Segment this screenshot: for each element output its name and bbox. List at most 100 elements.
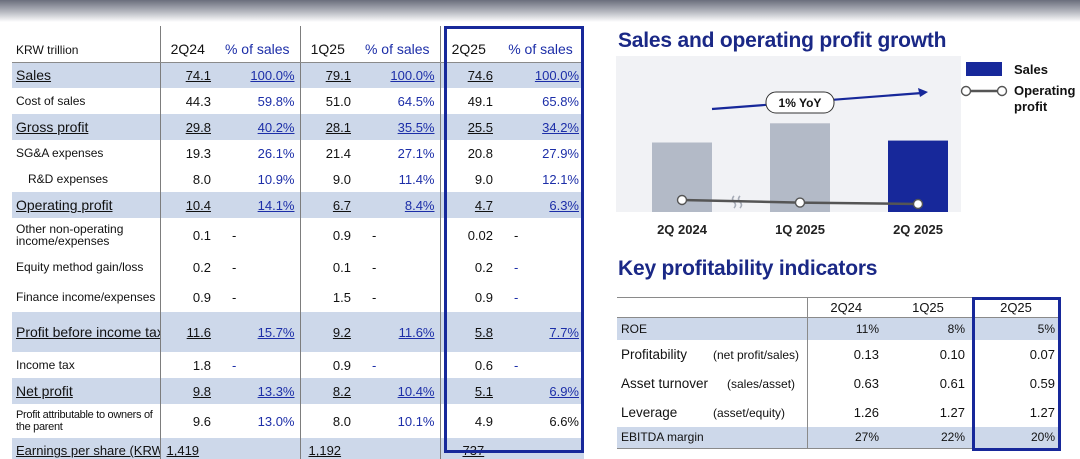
kpi-cell: 0.13 bbox=[853, 346, 879, 362]
cell: 5.8 bbox=[439, 312, 498, 352]
cell: 0.2 bbox=[192, 259, 211, 275]
kpi-row: EBITDA margin 27% 22% 20% bbox=[617, 426, 1061, 449]
kpi-cell: 5% bbox=[971, 317, 1061, 340]
cell: - bbox=[514, 289, 519, 305]
cell: - bbox=[232, 259, 237, 275]
op-line-segment bbox=[799, 201, 919, 206]
cell: 6.7 bbox=[299, 192, 356, 218]
cell: 1,419 bbox=[160, 438, 216, 459]
kpi-cell: 1.27 bbox=[939, 404, 965, 420]
kpi-row: Asset turnover (sales/asset) 0.63 0.61 0.… bbox=[617, 368, 1061, 398]
legend-sales-swatch bbox=[966, 62, 1002, 76]
kpi-label-cell: Leverage (asset/equity) bbox=[617, 397, 808, 427]
cell: - bbox=[232, 357, 237, 373]
cell: 13.3% bbox=[216, 378, 300, 404]
kpi-cell: 20% bbox=[971, 426, 1061, 449]
cell bbox=[356, 438, 440, 459]
kpi-row: Leverage (asset/equity) 1.26 1.27 1.27 bbox=[617, 397, 1061, 427]
table-row: Operating profit 10.4 14.1% 6.7 8.4% 4.7… bbox=[12, 192, 584, 218]
cell: 0.1 bbox=[192, 227, 211, 243]
cell: 49.1 bbox=[439, 88, 498, 114]
op-point bbox=[912, 198, 924, 210]
table-row: Profit attributable to owners of the par… bbox=[12, 404, 584, 438]
row-label: Finance income/expenses bbox=[12, 282, 161, 312]
cell: 11.6 bbox=[160, 312, 216, 352]
cell: 5.1 bbox=[439, 378, 498, 404]
row-label: Operating profit bbox=[12, 192, 161, 218]
kpi-label: EBITDA margin bbox=[617, 426, 808, 449]
cell: 0.9 bbox=[192, 289, 211, 305]
kpi-cell: 0.59 bbox=[1029, 375, 1055, 391]
cell: 20.8 bbox=[439, 140, 498, 166]
cell: 100.0% bbox=[356, 62, 440, 88]
sales-bar bbox=[770, 123, 830, 212]
cell: 0.9 bbox=[439, 282, 498, 312]
cell: 8.0 bbox=[299, 404, 356, 438]
cell: 27.1% bbox=[397, 145, 435, 161]
table-row: Income tax 1.8 - 0.9 - 0.6 - bbox=[12, 352, 584, 378]
kpi-col-header: 2Q24 bbox=[807, 297, 885, 318]
kpi-cell: 0.63 bbox=[853, 375, 879, 391]
table-row: Other non-operating income/expenses 0.1 … bbox=[12, 218, 584, 252]
cell: 21.4 bbox=[299, 140, 356, 166]
cell: 29.8 bbox=[160, 114, 216, 140]
row-label: R&D expenses bbox=[12, 166, 161, 192]
legend-sales-label: Sales bbox=[1014, 62, 1048, 77]
cell: 0.9 bbox=[299, 218, 356, 252]
row-label: Cost of sales bbox=[12, 88, 161, 114]
kpi-cell: 11% bbox=[807, 317, 885, 340]
row-label: Earnings per share (KRW) bbox=[12, 438, 161, 459]
cell: 100.0% bbox=[498, 62, 584, 88]
top-banner bbox=[0, 0, 1080, 22]
cell: - bbox=[372, 259, 377, 275]
cell: 10.4% bbox=[356, 378, 440, 404]
kpi-col-header: 2Q25 bbox=[971, 297, 1061, 318]
cell bbox=[498, 438, 584, 459]
cell: 737 bbox=[439, 438, 498, 459]
col-header: 1Q25 bbox=[299, 26, 356, 63]
col-header: 2Q25 bbox=[439, 26, 498, 63]
cell: 35.5% bbox=[356, 114, 440, 140]
legend-op-label: Operating profit bbox=[1014, 83, 1079, 114]
yoy-arrow-head bbox=[918, 88, 928, 97]
legend-op-marker bbox=[996, 85, 1008, 97]
kpi-formula: (sales/asset) bbox=[727, 376, 796, 391]
cell: 25.5 bbox=[439, 114, 498, 140]
cell: 6.3% bbox=[498, 192, 584, 218]
cell: 1.8 bbox=[192, 357, 211, 373]
row-label: Income tax bbox=[12, 352, 161, 378]
cell: - bbox=[514, 227, 519, 243]
cell: 44.3 bbox=[185, 93, 211, 109]
cell: - bbox=[232, 227, 237, 243]
cell: - bbox=[514, 357, 519, 373]
kpi-cell: 22% bbox=[885, 426, 971, 449]
cell: 28.1 bbox=[299, 114, 356, 140]
category-label: 2Q 2024 bbox=[657, 222, 708, 237]
table-row: Net profit 9.8 13.3% 8.2 10.4% 5.1 6.9% bbox=[12, 378, 584, 404]
cell: 14.1% bbox=[216, 192, 300, 218]
cell: 10.1% bbox=[397, 413, 435, 429]
row-label: Profit before income tax bbox=[12, 312, 161, 352]
kpi-formula: (asset/equity) bbox=[713, 405, 786, 420]
legend-op-marker bbox=[960, 85, 972, 97]
cell: 100.0% bbox=[216, 62, 300, 88]
cell: 26.1% bbox=[257, 145, 295, 161]
cell: 6.9% bbox=[498, 378, 584, 404]
cell: 6.6% bbox=[549, 413, 579, 429]
table-row: Equity method gain/loss 0.2 - 0.1 - 0.2 … bbox=[12, 252, 584, 282]
row-label: SG&A expenses bbox=[12, 140, 161, 166]
table-row: Sales 74.1 100.0% 79.1 100.0% 74.6 100.0… bbox=[12, 62, 584, 88]
unit-label: KRW trillion bbox=[12, 26, 161, 63]
kpi-formula: (net profit/sales) bbox=[713, 347, 800, 362]
cell: 9.0 bbox=[439, 166, 498, 192]
col-header: % of sales bbox=[498, 26, 584, 63]
cell: 65.8% bbox=[542, 93, 579, 109]
kpi-label: Leverage bbox=[621, 404, 678, 420]
cell: 11.4% bbox=[398, 171, 435, 187]
cell: 64.5% bbox=[397, 93, 435, 109]
income-statement-table: KRW trillion 2Q24 % of sales 1Q25 % of s… bbox=[12, 26, 584, 459]
growth-section-title: Sales and operating profit growth bbox=[618, 29, 947, 52]
cell: 79.1 bbox=[299, 62, 356, 88]
cell: 74.1 bbox=[160, 62, 216, 88]
col-header: % of sales bbox=[356, 26, 440, 63]
